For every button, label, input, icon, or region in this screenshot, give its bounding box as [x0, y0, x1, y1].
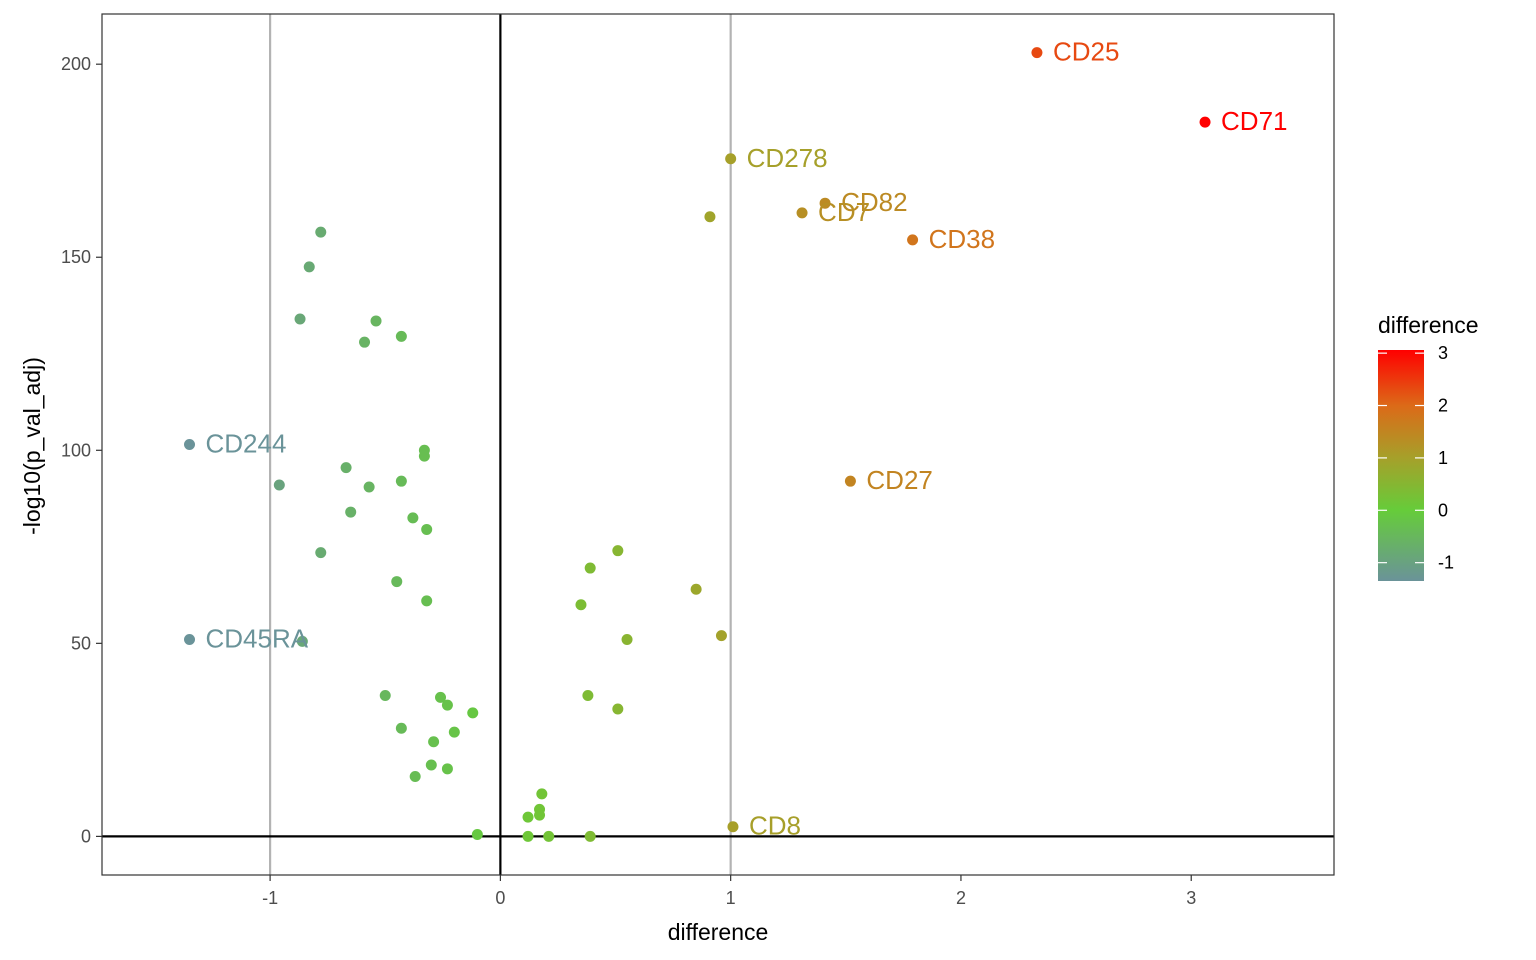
data-point [435, 691, 447, 703]
legend-title: difference [1378, 312, 1479, 338]
legend-tick-label: 0 [1438, 500, 1448, 520]
data-point [395, 722, 407, 734]
data-point [418, 450, 430, 462]
x-tick-label: 0 [495, 888, 505, 908]
y-tick-label: 150 [61, 247, 91, 267]
data-point [621, 633, 633, 645]
point-label: CD45RA [206, 623, 309, 653]
data-point [796, 207, 808, 219]
data-point [584, 830, 596, 842]
data-point [1031, 47, 1043, 59]
legend-ticks: 3 2 1 0 -1 [1378, 343, 1454, 573]
data-point [612, 545, 624, 557]
data-point [407, 512, 419, 524]
data-point [359, 336, 371, 348]
legend-colorbar [1378, 350, 1424, 581]
data-point [907, 234, 919, 246]
data-point [340, 462, 352, 474]
point-label: CD8 [749, 811, 801, 841]
x-tick-label: 2 [956, 888, 966, 908]
point-label: CD71 [1221, 106, 1287, 136]
data-point [421, 523, 433, 535]
data-point [345, 506, 357, 518]
legend-tick-label: 3 [1438, 343, 1448, 363]
data-points [184, 47, 1211, 842]
x-tick-label: 1 [726, 888, 736, 908]
data-point [543, 830, 555, 842]
point-label: CD25 [1053, 37, 1119, 67]
point-label: CD27 [866, 465, 932, 495]
data-point [184, 633, 196, 645]
color-legend: difference 3 2 1 0 -1 [1378, 312, 1479, 581]
y-axis-title: -log10(p_val_adj) [19, 357, 45, 535]
data-point [1199, 116, 1211, 128]
y-tick-label: 200 [61, 54, 91, 74]
y-tick-label: 0 [81, 826, 91, 846]
data-point [441, 699, 453, 711]
plot-panel-background [102, 14, 1334, 875]
data-point [184, 439, 196, 450]
data-point [534, 809, 546, 821]
point-label: CD244 [206, 429, 287, 459]
x-axis-title: difference [668, 919, 769, 945]
x-tick-label: -1 [262, 888, 278, 908]
data-point [690, 583, 702, 595]
data-point [441, 763, 453, 775]
data-point [428, 736, 440, 748]
legend-tick-label: 1 [1438, 448, 1448, 468]
data-point [582, 689, 594, 701]
x-tick-label: 3 [1186, 888, 1196, 908]
data-point [363, 481, 375, 493]
data-point [315, 226, 327, 238]
point-label: CD7 [818, 197, 870, 227]
y-tick-label: 100 [61, 440, 91, 460]
data-point [536, 788, 548, 800]
point-label: CD38 [929, 224, 995, 254]
data-point [409, 771, 421, 783]
legend-tick-label: 2 [1438, 396, 1448, 416]
point-label: CD82 [841, 187, 907, 217]
data-point [273, 479, 285, 491]
point-label: CD278 [747, 143, 828, 173]
data-point [612, 703, 624, 715]
data-point [315, 547, 327, 559]
data-point [379, 689, 391, 701]
data-point [448, 726, 460, 738]
plot-panel-border [101, 13, 1335, 876]
data-point [303, 261, 315, 273]
data-point [575, 599, 587, 611]
y-tick-label: 50 [71, 633, 91, 653]
data-point [370, 315, 382, 327]
data-point [294, 313, 306, 325]
data-point [727, 821, 739, 833]
x-axis: -1 0 1 2 3 [262, 875, 1196, 908]
data-point [296, 635, 308, 647]
data-point [471, 828, 483, 840]
data-point [704, 211, 716, 223]
data-point [395, 330, 407, 342]
data-point [391, 576, 403, 588]
data-point [425, 759, 437, 771]
data-point [522, 830, 534, 842]
data-point [844, 475, 856, 487]
data-point [395, 475, 407, 487]
data-point [725, 153, 737, 165]
data-point [584, 562, 596, 574]
data-point [522, 811, 534, 823]
y-axis: 0 50 100 150 200 [61, 54, 102, 846]
data-point [467, 707, 479, 719]
data-point [421, 595, 433, 607]
data-point [715, 630, 727, 642]
legend-tick-label: -1 [1438, 553, 1454, 573]
data-point [819, 197, 831, 209]
